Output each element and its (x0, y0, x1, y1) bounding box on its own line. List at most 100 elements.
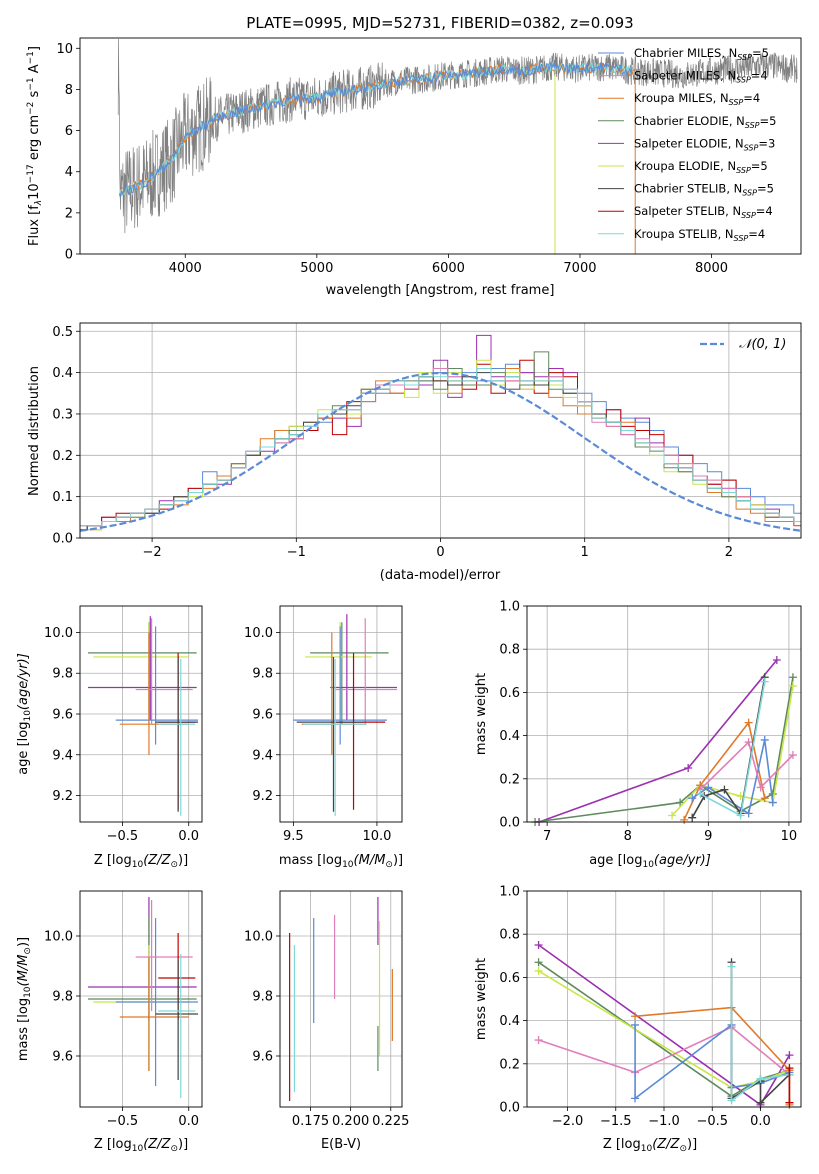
weight-marker-4-3 (760, 735, 769, 744)
massweight-vs-age-panel: 7 8 9 10 0.0 0.2 0.4 0.6 0.8 1.0 (499, 600, 802, 844)
xtick-label-0: 0.175 (292, 1114, 329, 1129)
hist-ytick-label-2: 0.2 (52, 449, 73, 464)
p4-xlabel: mass [log10(M/M⊙)] (279, 853, 403, 870)
weight-marker-1-0 (534, 958, 543, 967)
ytick-label-0: 9.6 (52, 1050, 73, 1065)
spectrum-ytick-label-0: 0 (65, 248, 73, 263)
weight-line-2 (671, 685, 794, 817)
spectrum-panel: PLATE=0995, MJD=52731, FIBERID=0382, z=0… (26, 14, 802, 298)
spectrum-xtick-label-2: 6000 (432, 261, 465, 276)
xtick-label-0: 7 (543, 829, 551, 844)
ytick-label-1: 9.4 (252, 748, 273, 763)
p5-xlabel: age [log10(age/yr)] (589, 853, 711, 870)
legend-entry-3: Chabrier ELODIE, NSSP=5 (634, 114, 776, 130)
spectrum-frame (79, 37, 802, 255)
legend-entry-5: Kroupa ELODIE, NSSP=5 (634, 159, 768, 175)
spectrum-title: PLATE=0995, MJD=52731, FIBERID=0382, z=0… (246, 14, 633, 32)
mass-vs-ebv-panel: 0.175 0.200 0.225 9.6 9.8 10.0 (244, 890, 409, 1129)
weight-marker-3-0 (680, 815, 689, 824)
weight-marker-4-0 (631, 1012, 640, 1021)
weight-marker-4-2 (744, 809, 753, 818)
spectrum-plot-area (117, 38, 798, 254)
weight-marker-8-1 (785, 1064, 794, 1073)
hist-ytick-label-3: 0.3 (52, 407, 73, 422)
spectrum-xtick-label-4: 8000 (695, 261, 728, 276)
ytick-label-0: 9.6 (252, 1050, 273, 1065)
p3-xlabel: Z [log10(Z/Z⊙)] (94, 853, 188, 870)
weight-marker-7-2 (756, 1074, 765, 1083)
xtick-label-4: 0.0 (750, 1114, 771, 1129)
legend-entry-4: Salpeter ELODIE, NSSP=3 (634, 136, 775, 152)
legend-entry-2: Kroupa MILES, NSSP=4 (634, 91, 760, 107)
ytick-label-1: 0.2 (499, 1057, 520, 1072)
weight-marker-6-3 (756, 1098, 765, 1107)
mass-vs-metallicity-panel: −0.5 0.0 9.6 9.8 10.0 (44, 890, 203, 1129)
xtick-label-1: −1.5 (600, 1114, 632, 1129)
spectrum-ticks: 4000 5000 6000 7000 8000 0 2 4 6 8 10 (56, 42, 728, 276)
ytick-label-3: 9.8 (52, 667, 73, 682)
weight-marker-6-0 (688, 813, 697, 822)
ytick-label-2: 10.0 (44, 930, 73, 945)
weight-marker-5-1 (631, 1094, 640, 1103)
weight-line-7 (730, 966, 790, 1103)
xtick-label-2: 9 (704, 829, 712, 844)
weight-marker-6-2 (720, 785, 729, 794)
xtick-label-0: −2.0 (552, 1114, 584, 1129)
model-spectrum-1 (119, 60, 633, 196)
legend-entry-6: Chabrier STELIB, NSSP=5 (634, 182, 774, 198)
normal-legend-label: 𝒩(0, 1) (739, 337, 786, 352)
weight-marker-1-1 (676, 798, 685, 807)
weight-marker-2-0 (668, 811, 677, 820)
ytick-label-3: 0.6 (499, 686, 520, 701)
p8-ylabel: mass weight (474, 958, 489, 1040)
ytick-label-0: 9.2 (252, 789, 273, 804)
weight-marker-1-5 (788, 673, 797, 682)
hist-ytick-label-5: 0.5 (52, 325, 73, 340)
histogram-ylabel: Normed distribution (27, 366, 42, 496)
hist-xtick-label-3: 1 (581, 545, 589, 560)
ytick-label-2: 10.0 (244, 930, 273, 945)
ytick-label-2: 9.6 (252, 708, 273, 723)
ytick-label-5: 1.0 (499, 885, 520, 900)
xtick-label-3: 10 (781, 829, 798, 844)
hist-xtick-label-0: −2 (143, 545, 162, 560)
weight-marker-4-0 (688, 794, 697, 803)
axes-frame (526, 605, 802, 823)
weight-marker-7-1 (727, 1096, 736, 1105)
ytick-label-4: 10.0 (244, 626, 273, 641)
xtick-label-1: 10.0 (362, 829, 391, 844)
p6-ylabel: mass [log10(M/M⊙)] (16, 937, 33, 1061)
weight-marker-3-0 (534, 1036, 543, 1045)
spectrum-xlabel: wavelength [Angstrom, rest frame] (326, 283, 555, 298)
hist-xtick-label-4: 2 (725, 545, 733, 560)
spectrum-legend: Chabrier MILES, NSSP=5 Salpeter MILES, NS… (598, 46, 776, 243)
histogram-ticks: −2 −1 0 1 2 0.0 0.1 0.2 0.3 0.4 0.5 (52, 325, 733, 560)
ytick-label-0: 0.0 (499, 1101, 520, 1116)
weight-line-3 (683, 720, 766, 821)
hist-xtick-label-2: 0 (436, 545, 444, 560)
histogram-plot-area (79, 334, 802, 532)
ytick-label-1: 0.2 (499, 772, 520, 787)
weight-marker-0-0 (534, 941, 543, 949)
p6-xlabel: Z [log10(Z/Z⊙)] (94, 1137, 188, 1154)
ytick-label-3: 9.8 (252, 667, 273, 682)
ytick-label-4: 0.8 (499, 928, 520, 943)
weight-marker-5-2 (756, 783, 765, 792)
weight-marker-3-2 (744, 718, 753, 727)
hist-ytick-label-1: 0.1 (52, 490, 73, 505)
weight-marker-3-3 (760, 794, 769, 803)
weight-marker-5-1 (744, 738, 753, 747)
observed-spectrum-line (117, 38, 798, 234)
xtick-label-1: 0.200 (332, 1114, 369, 1129)
weight-marker-7-2 (760, 677, 769, 686)
weight-marker-4-4 (768, 798, 777, 807)
ytick-label-2: 9.6 (52, 708, 73, 723)
ytick-label-1: 9.4 (52, 748, 73, 763)
histogram-legend: 𝒩(0, 1) (700, 337, 786, 352)
xtick-label-3: −0.5 (696, 1114, 728, 1129)
histogram-grid (80, 323, 801, 539)
massweight-vs-metallicity-panel: −2.0 −1.5 −1.0 −0.5 0.0 0.0 0.2 0.4 0.6 0.8 1.0 (499, 885, 802, 1129)
age-vs-mass-panel: 9.5 10.0 9.2 9.4 9.6 9.8 10.0 (244, 605, 403, 844)
weight-line-7 (699, 681, 766, 817)
spectrum-ytick-label-1: 2 (65, 206, 73, 221)
